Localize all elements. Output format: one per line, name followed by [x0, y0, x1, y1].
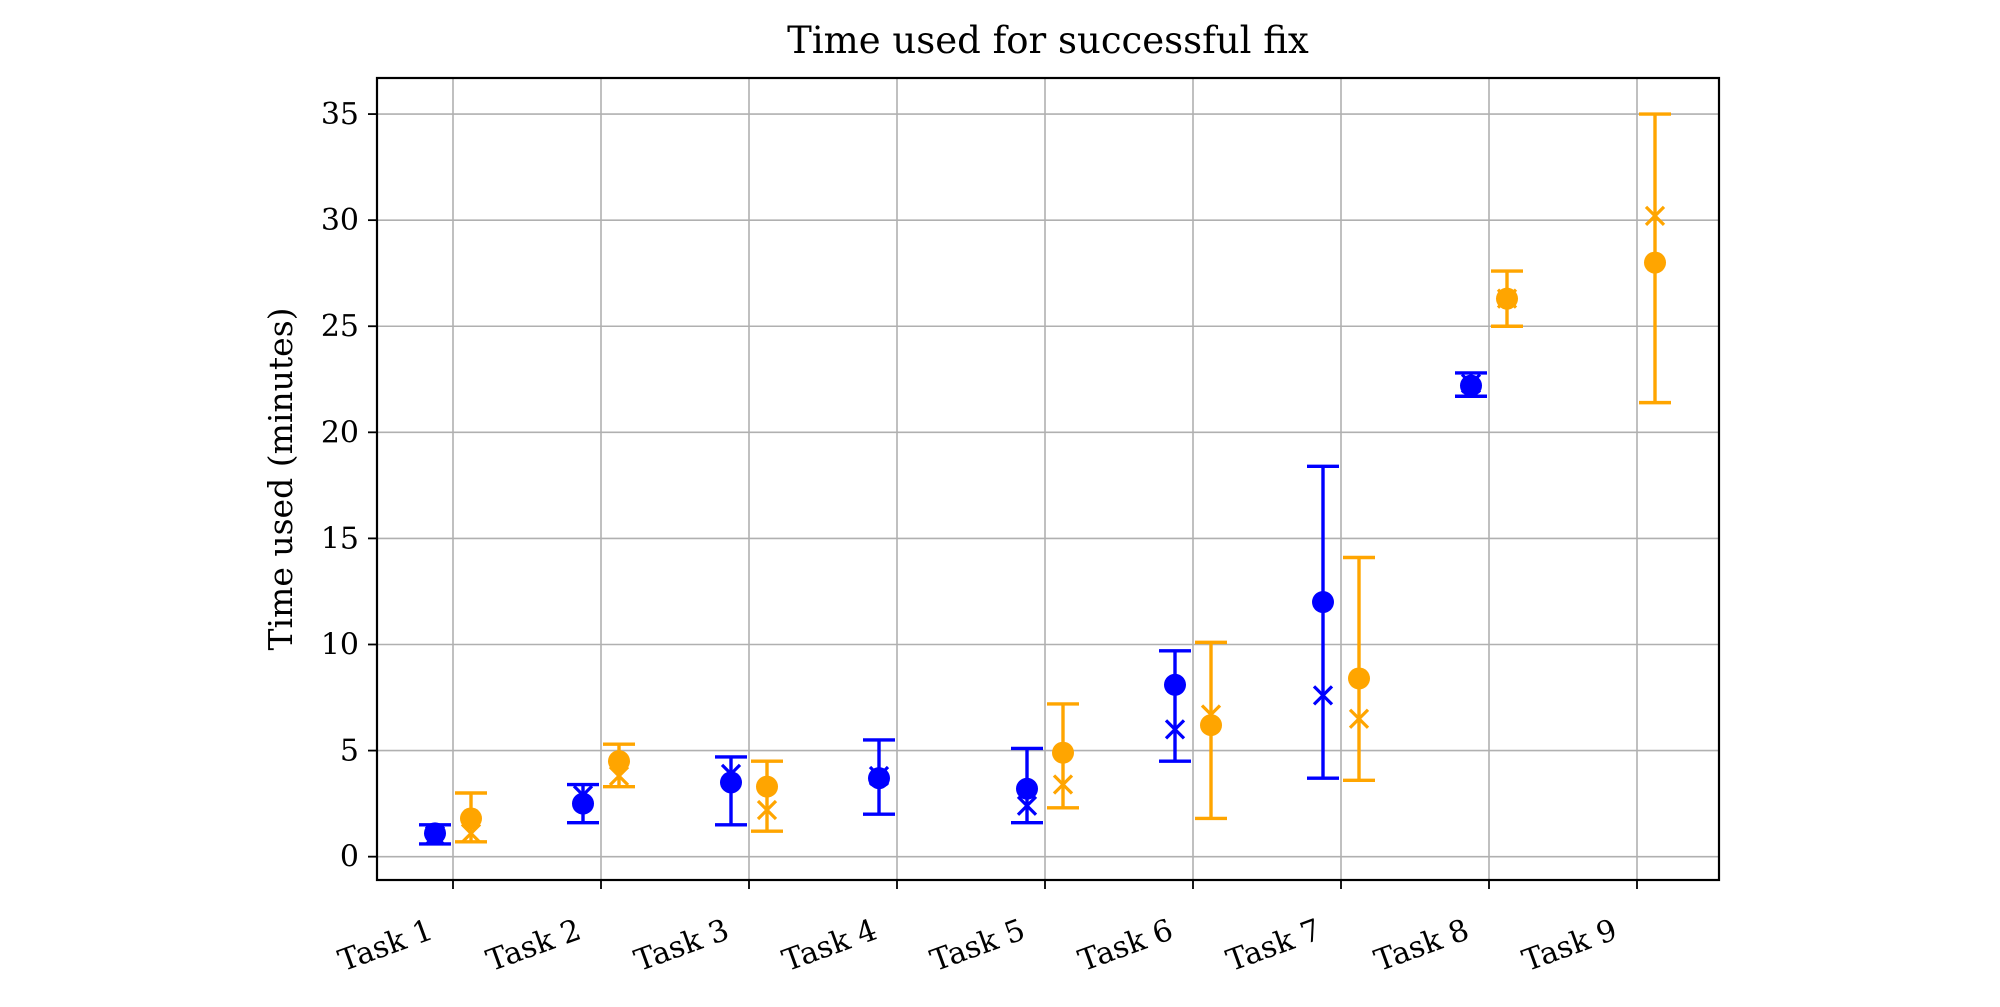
- x-tick-label: Task 1: [334, 913, 438, 979]
- y-tick-label: 20: [321, 415, 359, 450]
- median-marker: [756, 799, 778, 821]
- median-marker: [1644, 205, 1666, 227]
- mean-marker: [608, 750, 630, 773]
- x-axis-ticks: Task 1 Task 2 Task 3 Task 4 Task 5 Task 6 Task…: [334, 880, 1638, 979]
- mean-marker: [460, 807, 482, 830]
- median-marker: [1348, 708, 1370, 729]
- median-marker: [1016, 795, 1038, 816]
- y-tick-label: 5: [340, 734, 359, 769]
- y-tick-label: 10: [321, 627, 359, 662]
- mean-marker: [1016, 777, 1038, 800]
- y-axis-label: Time used (minutes): [261, 307, 300, 650]
- mean-marker: [1052, 741, 1074, 764]
- x-tick-label: Task 6: [1074, 913, 1178, 979]
- median-marker: [1164, 719, 1186, 740]
- series-orange: [455, 112, 1671, 844]
- x-tick-label: Task 3: [630, 913, 734, 979]
- grid: [377, 78, 1719, 880]
- mean-marker: [424, 822, 446, 845]
- y-tick-label: 35: [321, 97, 359, 132]
- mean-marker: [572, 792, 594, 815]
- median-marker: [1052, 774, 1074, 795]
- mean-marker: [756, 775, 778, 798]
- y-tick-label: 15: [321, 521, 359, 556]
- x-tick-label: Task 9: [1518, 913, 1622, 979]
- x-tick-label: Task 4: [778, 913, 882, 979]
- mean-marker: [1348, 667, 1370, 690]
- mean-marker: [1644, 251, 1666, 274]
- mean-marker: [1496, 287, 1518, 310]
- y-tick-label: 30: [321, 203, 359, 238]
- y-axis-ticks: 0 5 10 15 20 25 30 35: [321, 97, 377, 875]
- mean-marker: [1312, 591, 1334, 614]
- plot-frame: [375, 76, 1721, 882]
- mean-marker: [1460, 374, 1482, 397]
- y-tick-label: 25: [321, 309, 359, 344]
- y-tick-label: 0: [340, 840, 359, 875]
- mean-marker: [868, 767, 890, 790]
- mean-marker: [1200, 714, 1222, 737]
- x-tick-label: Task 7: [1222, 913, 1326, 979]
- mean-marker: [720, 771, 742, 794]
- mean-marker: [1164, 673, 1186, 696]
- x-tick-label: Task 5: [926, 913, 1030, 979]
- x-tick-label: Task 8: [1370, 913, 1474, 979]
- chart-title: Time used for successful fix: [787, 19, 1309, 62]
- series-blue: [419, 371, 1487, 846]
- x-tick-label: Task 2: [482, 913, 586, 979]
- data-series: [419, 112, 1671, 846]
- median-marker: [1312, 685, 1334, 706]
